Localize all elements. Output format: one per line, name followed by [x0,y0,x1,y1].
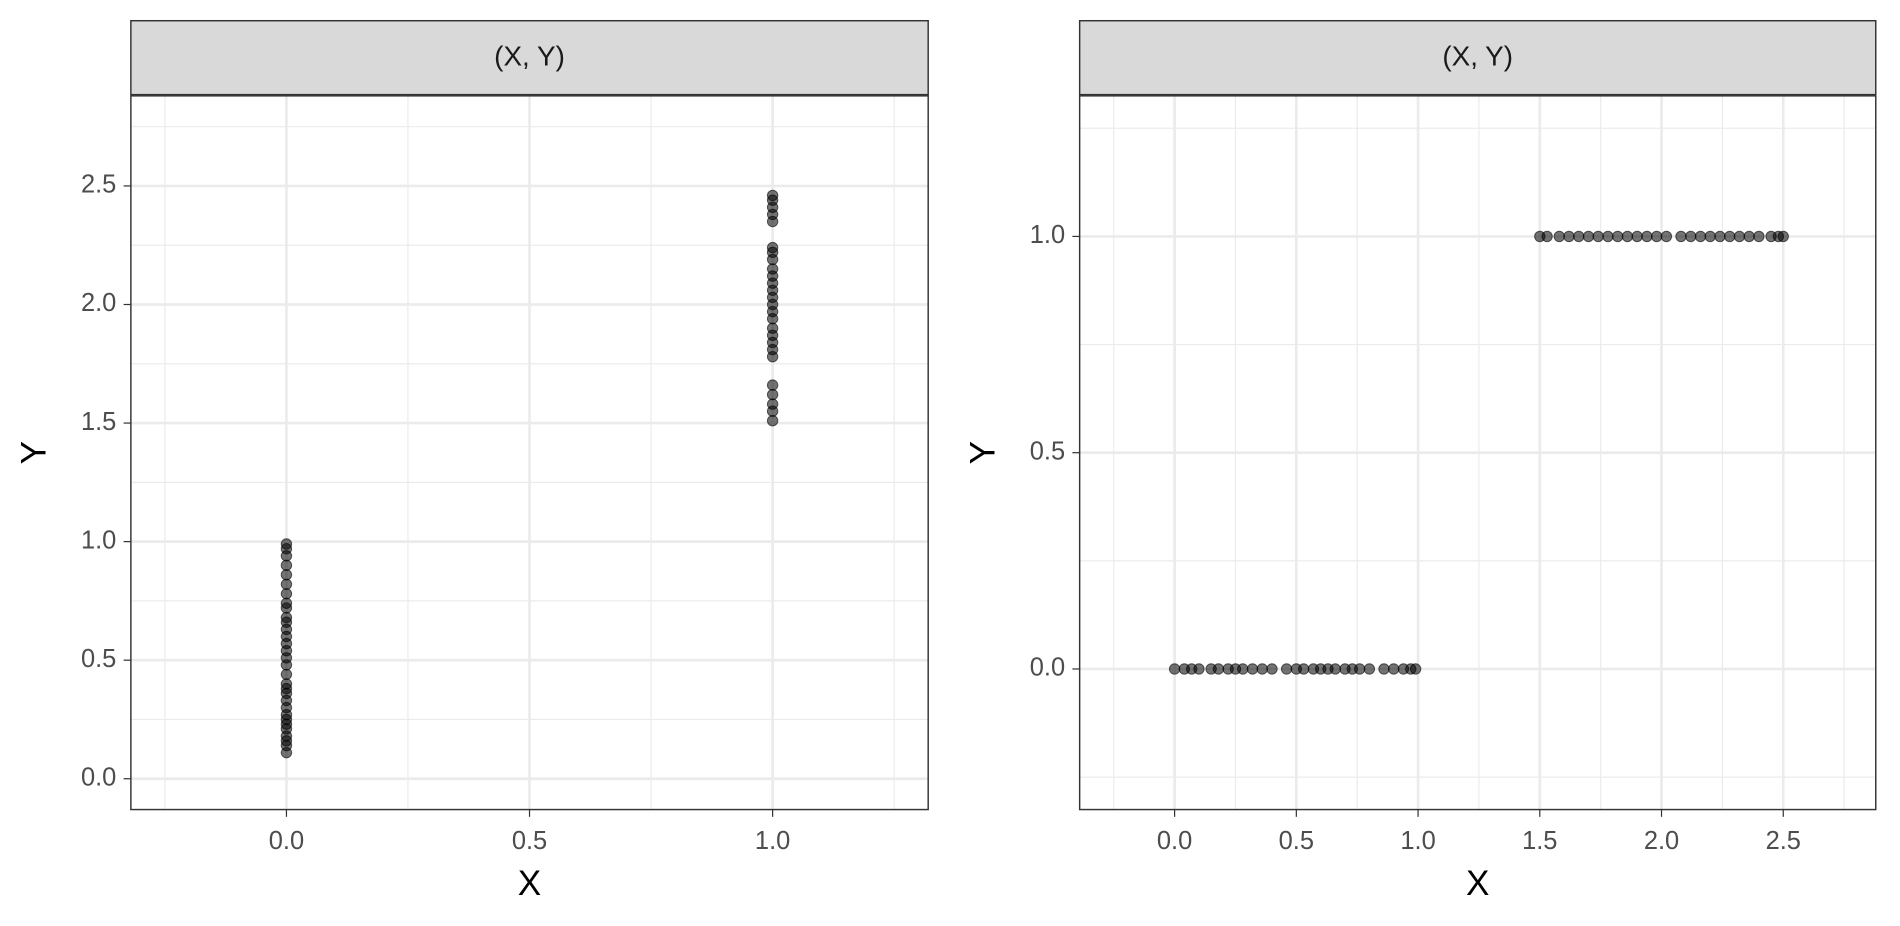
point [1266,663,1278,675]
point [1723,230,1736,243]
point [1237,663,1249,675]
point [280,578,293,590]
point [766,388,779,401]
x-tick-label: 0.5 [1279,827,1314,855]
point [1733,230,1746,243]
x-axis-title: X [518,864,541,903]
point [1753,230,1765,243]
strip-label: (X, Y) [1442,41,1513,72]
point [1641,230,1653,243]
y-tick-label: 2.5 [81,171,116,199]
y-axis-title: Y [963,441,1002,464]
panel-border [1078,95,1877,811]
point [1553,230,1565,243]
y-tick-label: 1.0 [1030,221,1065,249]
x-tick-label: 0.0 [269,827,304,855]
x-axis-title: X [1466,864,1489,903]
y-tick-label: 1.0 [81,526,116,554]
point [1388,663,1400,675]
point [280,597,293,609]
point [280,538,293,550]
strip [130,19,929,96]
point [280,668,293,681]
y-tick-label: 1.5 [81,408,116,436]
point [280,611,293,624]
y-tick-label: 0.0 [81,763,116,791]
point [1573,230,1585,243]
point [1363,663,1376,675]
x-tick-label: 0.5 [512,827,547,855]
point [766,398,779,410]
y-tick-label: 0.5 [81,645,116,673]
point [1297,663,1310,675]
point [766,189,779,202]
y-tick-label: 0.5 [1030,437,1065,465]
point [1675,230,1687,243]
point [1631,230,1643,243]
point [1704,230,1716,243]
strip-label: (X, Y) [494,41,565,72]
point [280,559,293,572]
panel-border [130,95,929,811]
point [1329,663,1341,675]
point [1256,663,1268,675]
strip [1078,19,1877,96]
point [1612,230,1624,243]
point [1563,230,1575,243]
point [1378,663,1390,675]
x-tick-label: 1.5 [1522,827,1557,855]
point [1694,230,1707,243]
x-tick-label: 1.0 [755,827,790,855]
point [1685,230,1697,243]
point [1714,230,1726,243]
point [1541,230,1553,243]
x-tick-label: 2.0 [1644,827,1679,855]
y-tick-label: 0.0 [1030,654,1065,682]
point [1582,230,1595,243]
point [280,678,293,690]
y-tick-label: 2.0 [81,289,116,317]
point [1621,230,1634,243]
point [766,414,779,427]
point [1193,663,1205,675]
point [280,569,293,581]
x-tick-label: 0.0 [1157,827,1192,855]
point [766,263,779,275]
point [1660,230,1673,243]
point [280,588,293,600]
point [1212,663,1225,675]
point [1353,663,1366,675]
x-tick-label: 1.0 [1400,827,1435,855]
point [1650,230,1663,243]
point [766,379,779,391]
point [766,241,779,254]
y-axis-title: Y [15,441,54,464]
point [1777,230,1789,243]
point [1168,663,1181,675]
point [1280,663,1293,675]
point [1409,663,1422,675]
point [766,322,779,334]
point [1592,230,1604,243]
point [1602,230,1614,243]
point [1743,230,1755,243]
x-tick-label: 2.5 [1766,827,1801,855]
point [1246,663,1259,675]
